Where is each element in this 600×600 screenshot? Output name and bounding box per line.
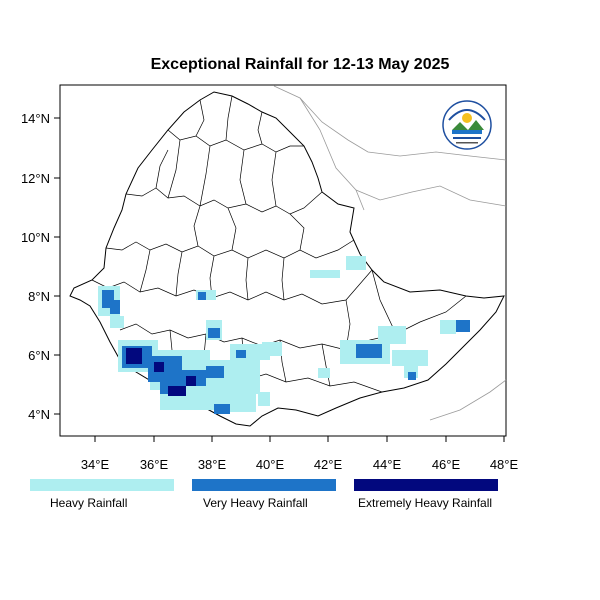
neighbor-borders — [273, 85, 507, 421]
lon-tick-48: 48°E — [490, 457, 519, 472]
lat-tick-4: 4°N — [28, 407, 50, 422]
legend-label-extremely-heavy: Extremely Heavy Rainfall — [358, 496, 493, 510]
legend-swatch-extremely-heavy — [354, 479, 498, 491]
map-title: Exceptional Rainfall for 12-13 May 2025 — [150, 56, 450, 73]
legend-swatch-heavy — [30, 479, 174, 491]
lon-ticks — [94, 436, 505, 442]
lon-tick-44: 44°E — [373, 457, 402, 472]
lat-tick-labels: 14°N 12°N 10°N 8°N 6°N 4°N — [21, 111, 50, 422]
lat-tick-6: 6°N — [28, 348, 50, 363]
legend-label-very-heavy: Very Heavy Rainfall — [203, 496, 308, 510]
ethiopia-meteorology-institute-seal-icon — [442, 100, 492, 150]
lon-tick-38: 38°E — [198, 457, 227, 472]
lat-tick-8: 8°N — [28, 289, 50, 304]
lon-tick-40: 40°E — [256, 457, 285, 472]
lat-tick-12: 12°N — [21, 171, 50, 186]
country-outline — [69, 91, 505, 427]
lon-tick-labels: 34°E 36°E 38°E 40°E 42°E 44°E 46°E 48°E — [81, 457, 519, 472]
lat-tick-10: 10°N — [21, 230, 50, 245]
lon-tick-46: 46°E — [432, 457, 461, 472]
lon-tick-36: 36°E — [140, 457, 169, 472]
lon-tick-42: 42°E — [314, 457, 343, 472]
lat-tick-14: 14°N — [21, 111, 50, 126]
map-frame — [59, 84, 507, 437]
lat-ticks — [54, 117, 60, 415]
legend-swatch-very-heavy — [192, 479, 336, 491]
extremely-heavy-rainfall-areas — [126, 348, 196, 396]
lon-tick-34: 34°E — [81, 457, 110, 472]
legend-label-heavy: Heavy Rainfall — [50, 496, 128, 510]
